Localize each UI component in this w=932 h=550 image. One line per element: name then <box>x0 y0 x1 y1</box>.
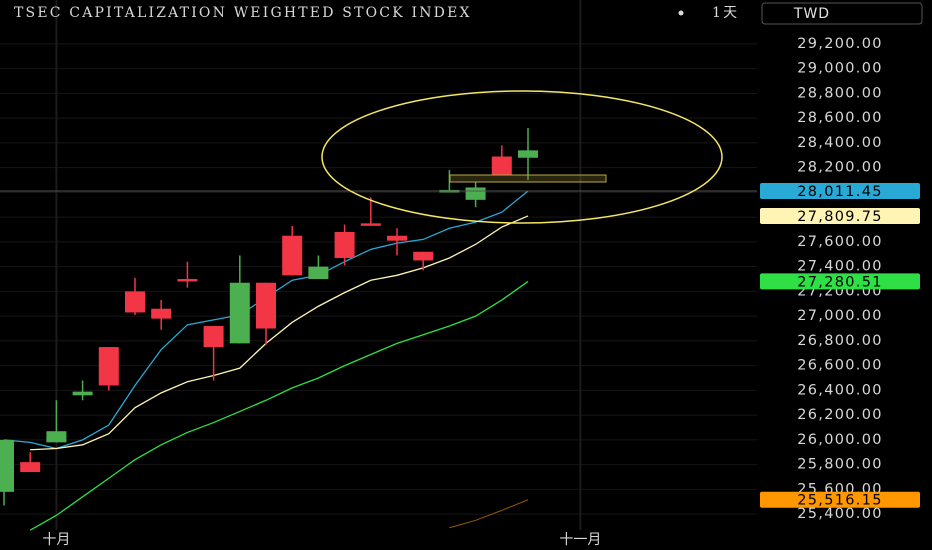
ma-line <box>449 499 529 529</box>
candle-body <box>177 279 198 282</box>
y-tick-label: 28,200.00 <box>797 160 883 176</box>
price-label: 27,280.51 <box>797 274 883 290</box>
candle-body <box>20 462 41 473</box>
candle-body <box>125 291 145 313</box>
candle-body <box>413 251 434 261</box>
candle-body <box>72 391 93 396</box>
y-tick-label: 27,600.00 <box>797 234 883 250</box>
y-tick-label: 25,400.00 <box>797 506 883 522</box>
price-label-box <box>760 491 920 508</box>
candle-body <box>229 282 250 344</box>
price-axis: 25,400.0025,600.0025,800.0026,000.0026,2… <box>42 36 920 548</box>
candle-body <box>0 439 14 492</box>
y-tick-label: 26,600.00 <box>797 358 883 374</box>
y-tick-label: 26,000.00 <box>797 432 883 448</box>
y-tick-label: 28,400.00 <box>797 135 883 151</box>
price-label: 27,809.75 <box>797 209 883 225</box>
candle-body <box>518 150 538 158</box>
y-tick-label: 29,000.00 <box>797 61 883 77</box>
candle-body <box>151 308 172 319</box>
y-tick-label: 27,000.00 <box>797 308 883 324</box>
y-tick-label: 25,800.00 <box>797 457 883 473</box>
price-label-box <box>760 182 920 199</box>
price-label-box <box>760 273 920 290</box>
x-tick-label: 十一月 <box>559 532 601 548</box>
price-label: 28,011.45 <box>797 184 883 200</box>
y-tick-label: 28,800.00 <box>797 85 883 101</box>
candle-body <box>46 431 67 443</box>
candle-body <box>491 156 512 176</box>
currency[interactable]: TWD <box>793 6 830 22</box>
currency-box[interactable] <box>761 2 923 25</box>
candle-body <box>256 282 276 329</box>
y-tick-label: 26,200.00 <box>797 407 883 423</box>
y-tick-label: 26,800.00 <box>797 333 883 349</box>
candle-body <box>465 187 486 200</box>
ma-line <box>29 280 529 531</box>
x-tick-label: 十月 <box>42 532 70 548</box>
ma-line <box>30 215 529 451</box>
candle-body <box>334 232 355 258</box>
candle-body <box>98 347 119 386</box>
highlight-ellipse <box>321 90 723 224</box>
price-label: 25,516.15 <box>797 493 883 509</box>
candle-body <box>387 235 407 241</box>
separator-dot <box>678 10 684 16</box>
price-label-box <box>760 207 920 224</box>
y-tick-label: 26,400.00 <box>797 382 883 398</box>
interval: 1天 <box>712 5 739 21</box>
y-tick-label: 27,400.00 <box>797 259 883 275</box>
candle-body <box>308 266 329 280</box>
candle-body <box>282 235 303 276</box>
candle-body <box>360 223 381 226</box>
highlight-box <box>449 174 607 183</box>
grid <box>0 0 757 530</box>
y-tick-label: 28,600.00 <box>797 110 883 126</box>
candle-body <box>203 326 224 348</box>
chart-title: TSEC CAPITALIZATION WEIGHTED STOCK INDEX <box>14 5 472 21</box>
plot <box>0 128 757 531</box>
y-tick-label: 29,200.00 <box>797 36 883 52</box>
